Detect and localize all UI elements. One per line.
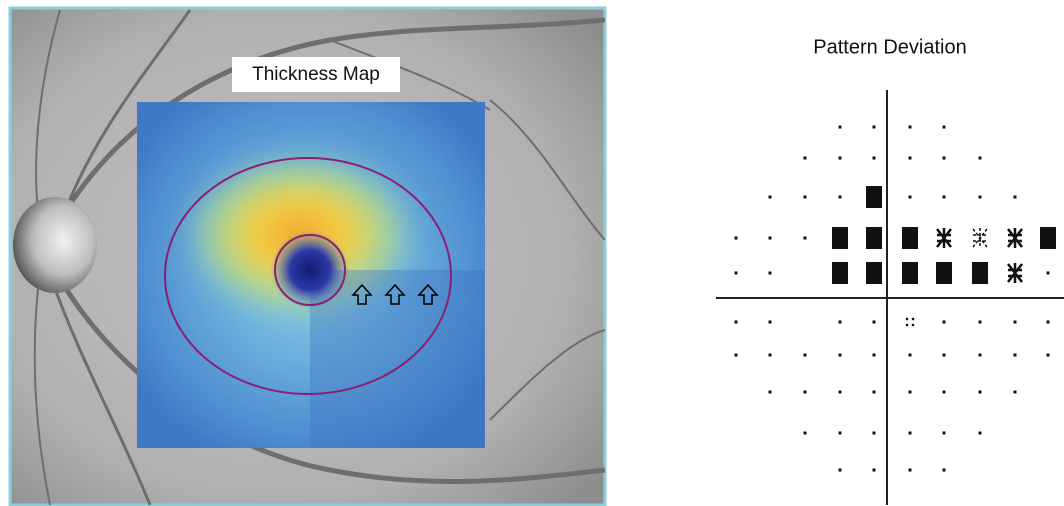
dot [1047,272,1050,275]
dot [943,432,946,435]
dot [804,391,807,394]
dot [909,126,912,129]
dot [943,157,946,160]
dot [839,432,842,435]
dot [906,324,908,326]
dot [979,196,982,199]
hatched-symbol [1008,263,1022,283]
dot [839,469,842,472]
figure: Thickness Map Pattern Deviation [0,0,1064,506]
dot [735,237,738,240]
square [902,262,918,284]
square [902,227,918,249]
dot [735,321,738,324]
dot [1047,321,1050,324]
dot [943,391,946,394]
dot [912,318,914,320]
optic-disc [13,197,97,293]
dot [873,126,876,129]
dot [769,321,772,324]
dot [943,469,946,472]
dot [943,354,946,357]
dot [909,157,912,160]
dot [804,432,807,435]
hatched-symbol [1008,228,1022,248]
dot [912,324,914,326]
dot [839,354,842,357]
square [866,186,882,208]
dot [839,391,842,394]
square [866,262,882,284]
dot [804,196,807,199]
dot [873,469,876,472]
dot [1014,321,1017,324]
dot [979,354,982,357]
dot [839,196,842,199]
dot [909,354,912,357]
light-symbol [973,228,987,248]
dot [839,126,842,129]
dot [943,126,946,129]
dot [873,432,876,435]
dot [1014,391,1017,394]
thickness-map [137,102,490,450]
dot [804,157,807,160]
dot [769,196,772,199]
dot [873,354,876,357]
square [866,227,882,249]
square [1040,227,1056,249]
dot [735,272,738,275]
hatched-symbol [937,228,951,248]
panel-title: Pattern Deviation [813,36,966,58]
dot [979,157,982,160]
dot [979,321,982,324]
page: Thickness Map Pattern Deviation (() => {… [0,0,1064,506]
dot [943,321,946,324]
dot [769,354,772,357]
dot [979,391,982,394]
map-label: Thickness Map [252,64,380,85]
dot [735,354,738,357]
dot [873,391,876,394]
dot [909,391,912,394]
dot [909,469,912,472]
dot [873,157,876,160]
dot [909,432,912,435]
dot [769,237,772,240]
dot [906,318,908,320]
dot [804,354,807,357]
dot [909,196,912,199]
square [832,227,848,249]
dot [804,237,807,240]
dot [873,321,876,324]
dot [839,321,842,324]
dot [1014,354,1017,357]
dot [979,432,982,435]
dot [769,272,772,275]
dot [943,196,946,199]
dot [769,391,772,394]
square [832,262,848,284]
dot [1014,196,1017,199]
square [936,262,952,284]
fundus-panel: Thickness Map [10,8,605,505]
square [972,262,988,284]
dot [1047,354,1050,357]
dot [839,157,842,160]
pattern-deviation-panel: Pattern Deviation [716,36,1064,505]
